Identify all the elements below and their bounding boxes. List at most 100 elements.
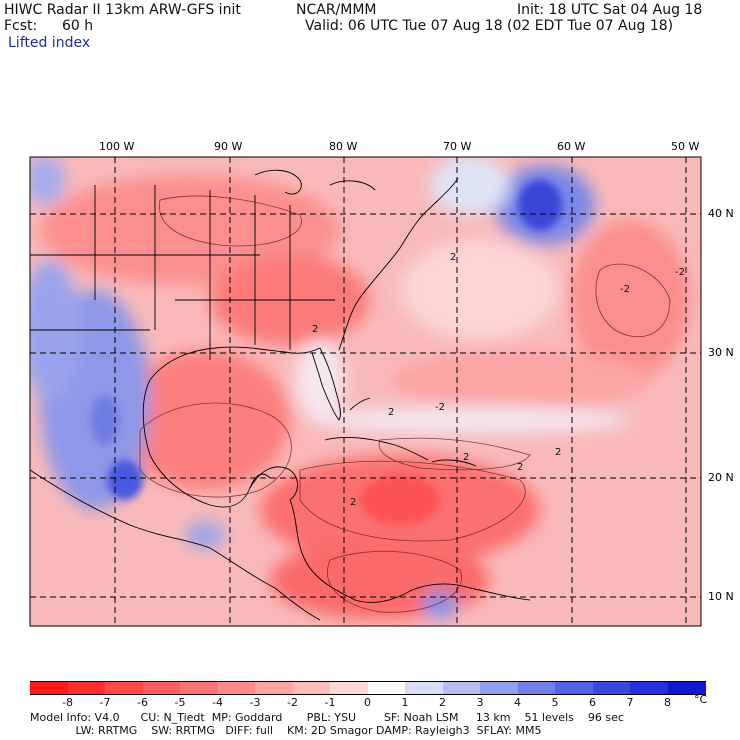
atlantic-warm-area (570, 220, 690, 380)
model-info-line2: LW: RRTMG SW: RRTMG DIFF: full KM: 2D Sm… (30, 724, 542, 737)
colorbar-tick-label: 0 (364, 696, 371, 709)
colorbar-swatch (442, 681, 481, 695)
great-lakes (254, 169, 376, 195)
lon-label-50w: 50 W (671, 140, 700, 153)
mexico-pacific-coast (30, 469, 211, 549)
northwest-stable-area (30, 157, 65, 205)
central-america-caribbean-coast (289, 499, 413, 603)
colorbar-swatch (630, 681, 668, 695)
contour-line (158, 195, 302, 247)
east-atlantic-warm-area (390, 350, 650, 410)
contour-label: 2 (450, 252, 456, 263)
colorbar-swatch (480, 681, 518, 695)
contour-line (595, 263, 671, 338)
colorbar-tick-label: -4 (212, 696, 223, 709)
colorbar-tick-label: -1 (324, 696, 336, 709)
field-name: Lifted index (8, 35, 91, 51)
lat-label-20n: 20 N (708, 471, 734, 484)
north-atlantic-stable-core (518, 180, 562, 230)
colorbar-tick-label: 8 (664, 696, 671, 709)
lon-label-80w: 80 W (329, 140, 358, 153)
forecast-label: Fcst: (4, 18, 38, 34)
colorbar-swatch (142, 681, 181, 695)
mexico-gulf-coast (142, 379, 271, 508)
lat-label-40n: 40 N (708, 207, 734, 220)
colorbar-swatch (217, 681, 256, 695)
valid-time: Valid: 06 UTC Tue 07 Aug 18 (02 EDT Tue … (305, 18, 674, 34)
lat-label-30n: 30 N (708, 346, 734, 359)
contour-label: 2 (350, 497, 356, 508)
yucatan-coast (249, 466, 298, 501)
contour-label: -2 (620, 284, 630, 295)
caribbean-unstable-core (360, 475, 440, 525)
contour-label: 2 (312, 324, 318, 335)
lifted-index-contours (139, 195, 671, 613)
colorbar-swatch (517, 681, 556, 695)
contour-label: -2 (675, 267, 685, 278)
mexico-stable-core (107, 460, 143, 500)
contour-label: 2 (463, 452, 469, 463)
colorbar-tick-label: -8 (62, 696, 73, 709)
us-state-lines (30, 185, 335, 360)
colorbar-swatch (292, 681, 331, 695)
colorbar-swatch (592, 681, 631, 695)
gulf-warm-area (120, 350, 290, 490)
contour-line (139, 402, 292, 498)
colorbar-unit: °C (694, 693, 708, 706)
colorbar-swatch (405, 681, 443, 695)
colorbar-tick-label: 5 (551, 696, 559, 709)
northeast-neutral-area (430, 157, 510, 215)
map-title: HIWC Radar II 13km ARW-GFS init (4, 2, 241, 18)
lon-label-60w: 60 W (557, 140, 586, 153)
colorbar-tick-label: 3 (476, 696, 484, 709)
coastlines-borders (30, 169, 531, 621)
subtropical-band (310, 406, 630, 434)
colorbar-tick-label: 6 (589, 696, 596, 709)
hispaniola (431, 459, 477, 467)
map-frame (29, 156, 702, 627)
bahamas (349, 397, 371, 411)
contour-value-labels: 2 -2 2 2 -2 -2 2 2 2 2 (312, 252, 685, 508)
colorbar-swatch (180, 681, 218, 695)
model-center: NCAR/MMM (296, 2, 377, 18)
pacific-stable-area (185, 521, 225, 549)
colorbar-swatch (367, 681, 406, 695)
contour-label: 2 (388, 407, 394, 418)
colorbar-swatch (330, 681, 368, 695)
mid-atlantic-light-area (400, 240, 560, 340)
contour-label: 2 (517, 462, 523, 473)
contour-line (327, 550, 462, 613)
contour-label: 2 (555, 447, 561, 458)
colorbar-swatch (30, 681, 68, 695)
colorbar-tick-label: 7 (626, 696, 634, 709)
florida-peninsula (311, 347, 341, 421)
init-time: Init: 18 UTC Sat 04 Aug 18 (517, 2, 703, 18)
lon-label-90w: 90 W (214, 140, 243, 153)
colorbar-tick-label: -2 (287, 696, 298, 709)
florida-neutral-area (295, 340, 345, 420)
lon-label-100w: 100 W (99, 140, 135, 153)
colorbar-swatch (105, 681, 143, 695)
lat-label-10n: 10 N (708, 590, 734, 603)
central-america-coast (209, 547, 321, 621)
forecast-hour: 60 h (62, 18, 94, 34)
colorbar-swatch (667, 681, 706, 695)
colorbar-swatch (255, 681, 293, 695)
colorbar-swatch (555, 681, 593, 695)
colorbar-tick-label: -3 (249, 696, 261, 709)
colorbar-tick-label: 2 (439, 696, 446, 709)
cuba (324, 437, 429, 461)
colorbar-tick-label: -7 (99, 696, 111, 709)
model-info-line1: Model Info: V4.0 CU: N_Tiedt MP: Goddard… (30, 711, 624, 724)
lat-lon-grid (30, 157, 701, 626)
contour-label: -2 (435, 402, 445, 413)
contour-line (378, 437, 531, 471)
mexico-stable-core-north (91, 395, 119, 445)
colorbar-tick-label: -5 (174, 696, 186, 709)
colorbar-tick-label: 1 (401, 696, 409, 709)
colorbar-swatch (67, 681, 106, 695)
colorbar-tick-label: -6 (137, 696, 148, 709)
field-shading: 2 -2 2 2 -2 -2 2 2 2 2 (30, 157, 701, 626)
colorbar-tick-label: 4 (514, 696, 521, 709)
